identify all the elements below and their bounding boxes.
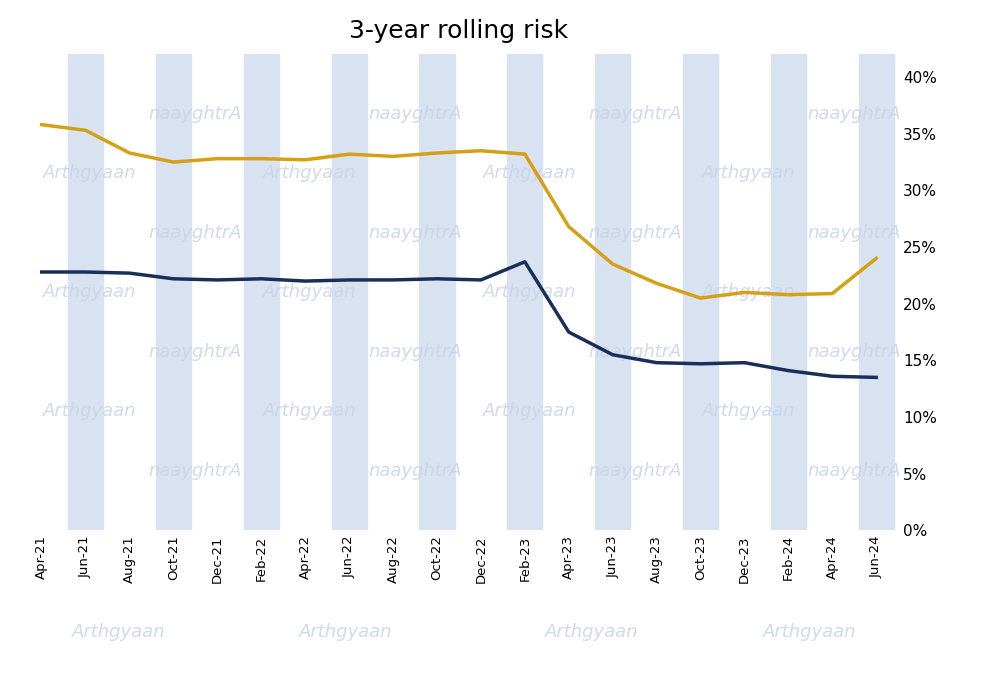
Text: naayghtrA: naayghtrA: [807, 105, 900, 123]
Text: Arthgyaan: Arthgyaan: [701, 165, 795, 182]
Text: Arthgyaan: Arthgyaan: [701, 284, 795, 301]
Text: naayghtrA: naayghtrA: [149, 343, 242, 361]
Text: Arthgyaan: Arthgyaan: [262, 165, 356, 182]
Text: naayghtrA: naayghtrA: [807, 343, 900, 361]
Text: Arthgyaan: Arthgyaan: [482, 284, 576, 301]
Text: naayghtrA: naayghtrA: [807, 224, 900, 242]
Text: Arthgyaan: Arthgyaan: [482, 165, 576, 182]
Text: naayghtrA: naayghtrA: [149, 105, 242, 123]
Text: Arthgyaan: Arthgyaan: [72, 624, 165, 641]
Text: Arthgyaan: Arthgyaan: [43, 284, 137, 301]
Bar: [858, 54, 893, 530]
Text: naayghtrA: naayghtrA: [368, 462, 461, 480]
Bar: [770, 54, 806, 530]
Text: naayghtrA: naayghtrA: [588, 462, 680, 480]
Bar: [331, 54, 367, 530]
Text: naayghtrA: naayghtrA: [149, 224, 242, 242]
Text: Arthgyaan: Arthgyaan: [701, 403, 795, 420]
Bar: [595, 54, 630, 530]
Bar: [156, 54, 191, 530]
Text: Arthgyaan: Arthgyaan: [482, 403, 576, 420]
Bar: [419, 54, 455, 530]
Text: Arthgyaan: Arthgyaan: [262, 284, 356, 301]
Text: Arthgyaan: Arthgyaan: [262, 403, 356, 420]
Text: naayghtrA: naayghtrA: [368, 105, 461, 123]
Bar: [682, 54, 718, 530]
Text: naayghtrA: naayghtrA: [368, 224, 461, 242]
Text: naayghtrA: naayghtrA: [149, 462, 242, 480]
Bar: [68, 54, 104, 530]
Text: naayghtrA: naayghtrA: [588, 343, 680, 361]
Text: naayghtrA: naayghtrA: [588, 105, 680, 123]
Text: naayghtrA: naayghtrA: [368, 343, 461, 361]
Text: naayghtrA: naayghtrA: [588, 224, 680, 242]
Text: naayghtrA: naayghtrA: [807, 462, 900, 480]
Bar: [507, 54, 542, 530]
Text: Arthgyaan: Arthgyaan: [43, 165, 137, 182]
Text: Arthgyaan: Arthgyaan: [43, 403, 137, 420]
Text: Arthgyaan: Arthgyaan: [762, 624, 855, 641]
Text: Arthgyaan: Arthgyaan: [299, 624, 391, 641]
Title: 3-year rolling risk: 3-year rolling risk: [349, 19, 568, 43]
Bar: [244, 54, 279, 530]
Text: Arthgyaan: Arthgyaan: [545, 624, 638, 641]
